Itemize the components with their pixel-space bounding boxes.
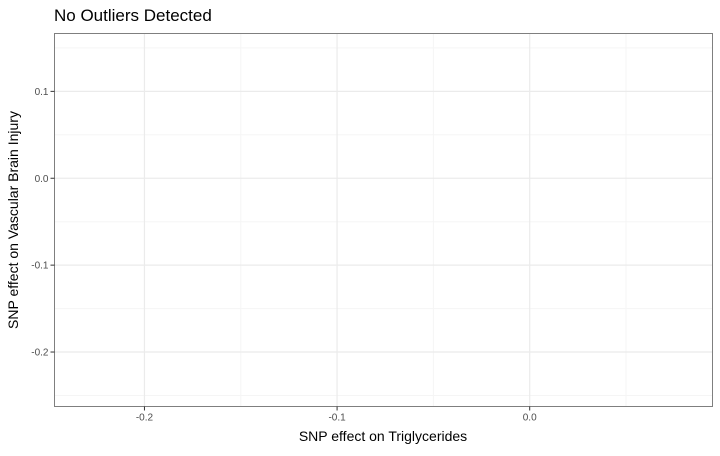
- x-axis-ticks: -0.2 -0.1 0.0: [136, 406, 537, 424]
- y-tick-label: -0.1: [31, 261, 49, 272]
- x-tick-label: 0.0: [523, 413, 537, 424]
- y-axis-label: SNP effect on Vascular Brain Injury: [5, 111, 21, 329]
- minor-grid: [54, 33, 713, 407]
- y-tick-label: -0.2: [31, 348, 49, 359]
- x-tick-label: -0.2: [136, 413, 154, 424]
- y-tick-label: 0.0: [35, 174, 49, 185]
- y-tick-label: 0.1: [35, 87, 49, 98]
- plot-panel-border: [54, 33, 713, 407]
- y-axis-ticks: 0.1 0.0 -0.1 -0.2: [31, 87, 55, 359]
- x-axis-label: SNP effect on Triglycerides: [299, 428, 467, 444]
- major-grid: [54, 33, 713, 407]
- x-tick-label: -0.1: [328, 413, 346, 424]
- chart-title: No Outliers Detected: [54, 6, 212, 25]
